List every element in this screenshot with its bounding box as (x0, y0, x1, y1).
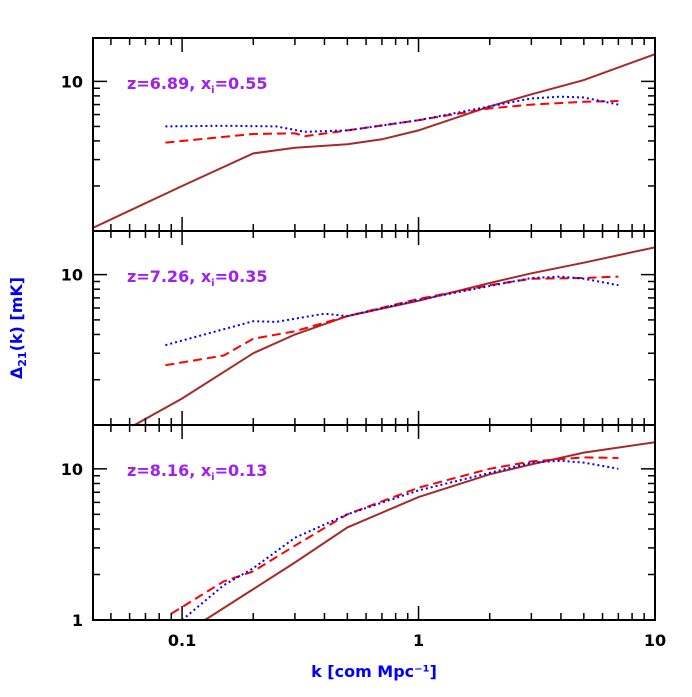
series-line-solid (134, 246, 655, 425)
annotation-text: z=7.26, x (127, 267, 212, 286)
x-tick-label: 0.1 (168, 631, 196, 650)
panel-annotation: z=7.26, xi=0.35 (127, 267, 268, 289)
panel-2: 10 z=7.26, xi=0.35 (61, 230, 656, 426)
y-axis-label: Δ21(k) [mK] (7, 277, 29, 379)
annotation-text: z=6.89, x (127, 74, 212, 93)
x-tick-label: 1 (413, 631, 424, 650)
y-axis-label-symbol: Δ (7, 366, 26, 379)
x-axis-label: k [com Mpc⁻¹] (311, 662, 437, 681)
panel-annotation: z=6.89, xi=0.55 (127, 74, 268, 96)
series-line-dashed (170, 456, 619, 615)
y-axis-label-subscript: 21 (16, 351, 29, 366)
annotation-text-rest: =0.35 (215, 267, 268, 286)
panel-annotation: z=8.16, xi=0.13 (127, 461, 268, 483)
y-tick-label: 1 (72, 611, 83, 630)
series-line-solid (204, 441, 655, 620)
y-axis-label-rest: (k) [mK] (7, 277, 26, 352)
panel-frame (92, 424, 656, 621)
series-line-solid (93, 53, 655, 229)
panel-frame (92, 230, 656, 426)
y-tick-label: 10 (61, 460, 83, 479)
annotation-text-rest: =0.55 (215, 74, 268, 93)
annotation-subscript: i (211, 278, 214, 289)
panel-3: 1 10 z=8.16, xi=0.13 (61, 424, 656, 630)
annotation-text: z=8.16, x (127, 461, 212, 480)
series-line-dotted (165, 95, 619, 133)
panel-1: 10 z=6.89, xi=0.55 (61, 37, 656, 232)
annotation-subscript: i (211, 472, 214, 483)
y-tick-label: 10 (61, 72, 83, 91)
series-line-dashed (165, 275, 619, 367)
y-tick-label: 10 (61, 266, 83, 285)
x-tick-label: 10 (644, 631, 666, 650)
annotation-subscript: i (211, 85, 214, 96)
series-line-dashed (165, 100, 619, 144)
series-line-dotted (165, 275, 619, 347)
panel-frame (92, 37, 656, 232)
annotation-text-rest: =0.13 (215, 461, 268, 480)
series-line-dotted (181, 459, 619, 620)
